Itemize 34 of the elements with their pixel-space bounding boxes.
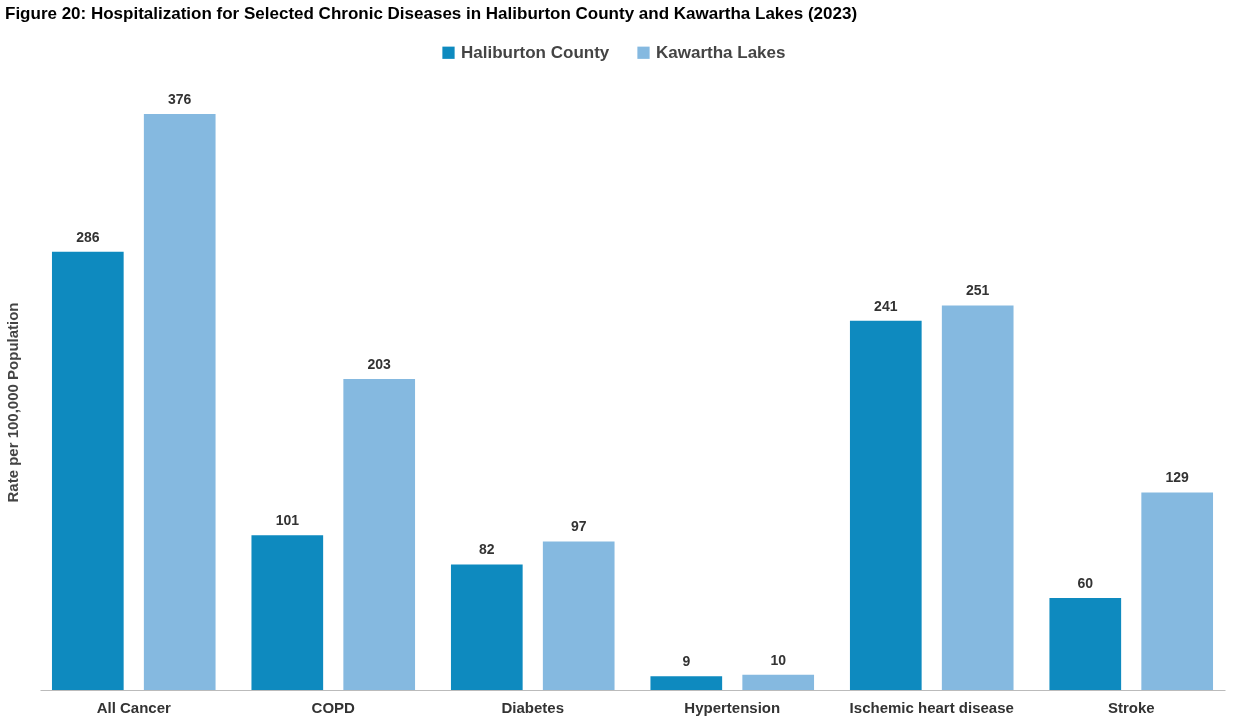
data-label: 9 <box>682 653 691 670</box>
bar <box>251 535 324 690</box>
data-label: 203 <box>367 356 392 373</box>
data-label: 101 <box>275 512 300 529</box>
bar <box>450 564 523 690</box>
chart-title: Figure 20: Hospitalization for Selected Chronic Diseases in Haliburton County and Kawartha Lakes (2023) <box>5 4 858 23</box>
data-label: 97 <box>570 518 587 535</box>
x-tick-label: COPD <box>311 698 356 716</box>
bar <box>650 676 723 690</box>
legend-label: Haliburton County <box>461 42 610 62</box>
data-label: 129 <box>1165 469 1190 486</box>
bar <box>143 114 216 690</box>
x-tick-label: Diabetes <box>501 698 565 716</box>
x-tick-label: All Cancer <box>96 698 172 716</box>
bar <box>51 251 124 690</box>
data-label: 60 <box>1077 575 1094 592</box>
bar <box>849 320 922 690</box>
data-label: 82 <box>479 541 495 558</box>
data-label: 251 <box>966 282 990 299</box>
y-axis-title: Rate per 100,000 Population <box>3 302 21 503</box>
bar <box>343 379 416 690</box>
x-tick-label: Ischemic heart disease <box>849 698 1014 716</box>
bar <box>1049 598 1122 690</box>
x-tick-label: Stroke <box>1107 698 1155 716</box>
data-label: 10 <box>770 651 787 668</box>
data-label: 286 <box>76 228 100 245</box>
x-tick-label: Hypertension <box>684 698 781 716</box>
bar <box>1141 492 1214 690</box>
bar <box>542 541 615 690</box>
data-label: 376 <box>168 91 192 107</box>
bar <box>742 674 815 690</box>
legend-label: Kawartha Lakes <box>656 42 786 62</box>
bar <box>941 305 1014 690</box>
data-label: 241 <box>874 297 898 314</box>
